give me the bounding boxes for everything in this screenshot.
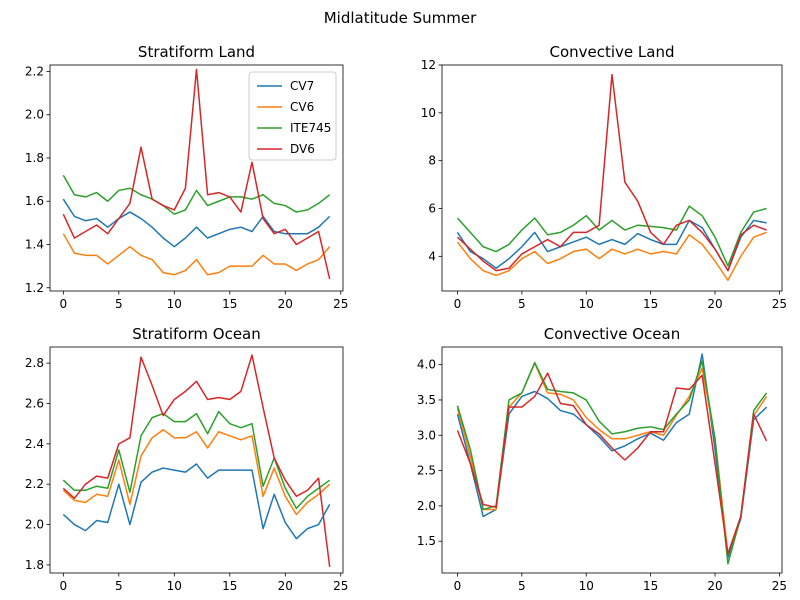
series-line-ite745 xyxy=(456,360,768,565)
y-tick-label: 6 xyxy=(428,201,436,215)
y-tick-label: 12 xyxy=(421,58,436,72)
y-tick-label: 1.8 xyxy=(25,151,44,165)
y-tick-label: 2.8 xyxy=(25,356,44,370)
y-tick-label: 2.0 xyxy=(25,518,44,532)
legend-item-ite745: ITE745 xyxy=(257,121,331,135)
series-line-ite745 xyxy=(456,205,767,267)
x-tick-label: 0 xyxy=(59,579,67,593)
series-line-dv6 xyxy=(62,354,331,568)
legend-item-cv7: CV7 xyxy=(257,79,314,93)
y-tick-label: 10 xyxy=(421,106,436,120)
y-tick-label: 4.0 xyxy=(417,358,436,372)
series-line-ite745 xyxy=(62,174,331,215)
y-tick-label: 1.4 xyxy=(25,238,44,252)
legend: CV7 CV6 ITE745 DV6 xyxy=(248,71,337,161)
x-tick-label: 5 xyxy=(518,297,526,311)
chart-convective-land: Convective Land 0 5 10 15 20 25 4 6 8 10 12 xyxy=(421,43,787,311)
y-tick-label: 4 xyxy=(428,249,436,263)
y-tick-label: 2.5 xyxy=(417,464,436,478)
y-tick-label: 2.6 xyxy=(25,397,44,411)
x-tick-label: 25 xyxy=(772,297,787,311)
y-tick-label: 2.0 xyxy=(25,108,44,122)
x-tick-label: 10 xyxy=(167,579,182,593)
x-tick-label: 5 xyxy=(115,579,123,593)
x-tick-label: 20 xyxy=(278,297,293,311)
chart-title: Stratiform Ocean xyxy=(132,325,261,343)
x-tick-label: 0 xyxy=(59,297,67,311)
series-line-ite745 xyxy=(62,410,331,510)
chart-convective-ocean: Convective Ocean 0 5 10 15 20 25 1.5 2.0 2.5 3.0 3.… xyxy=(417,325,787,593)
axes-frame xyxy=(49,64,344,292)
x-tick-label: 15 xyxy=(643,579,658,593)
x-tick-label: 25 xyxy=(333,579,348,593)
series-line-cv6 xyxy=(62,428,331,516)
chart-stratiform-land: Stratiform Land 0 5 10 15 20 25 1.2 1.4 1.6 1.8 2.0… xyxy=(25,43,349,311)
x-tick-label: 25 xyxy=(772,579,787,593)
x-tick-label: 10 xyxy=(167,297,182,311)
x-tick-label: 20 xyxy=(707,297,722,311)
axes-frame xyxy=(49,346,344,574)
y-tick-label: 3.0 xyxy=(417,428,436,442)
series-line-dv6 xyxy=(456,372,768,555)
x-tick-label: 20 xyxy=(707,579,722,593)
chart-title: Stratiform Land xyxy=(138,43,255,61)
x-tick-label: 5 xyxy=(518,579,526,593)
x-tick-label: 10 xyxy=(579,297,594,311)
x-tick-label: 15 xyxy=(222,579,237,593)
y-tick-label: 2.4 xyxy=(25,437,44,451)
series-line-cv6 xyxy=(62,233,331,276)
y-tick-label: 1.2 xyxy=(25,281,44,295)
x-tick-label: 0 xyxy=(454,579,462,593)
series-line-cv6 xyxy=(456,362,768,555)
legend-item-dv6: DV6 xyxy=(257,142,315,156)
y-tick-label: 2.2 xyxy=(25,477,44,491)
series-line-cv7 xyxy=(456,219,767,272)
series-line-cv7 xyxy=(456,353,768,559)
x-tick-label: 0 xyxy=(454,297,462,311)
x-tick-label: 10 xyxy=(579,579,594,593)
legend-label: DV6 xyxy=(290,142,315,156)
x-tick-label: 25 xyxy=(333,297,348,311)
series-line-dv6 xyxy=(456,73,767,272)
legend-label: ITE745 xyxy=(290,121,331,135)
series-line-cv7 xyxy=(62,463,331,540)
axes-frame xyxy=(441,346,783,574)
legend-item-cv6: CV6 xyxy=(257,100,314,114)
legend-label: CV7 xyxy=(290,79,314,93)
chart-title: Convective Ocean xyxy=(544,325,680,343)
y-tick-label: 2.0 xyxy=(417,499,436,513)
y-tick-label: 1.8 xyxy=(25,558,44,572)
y-tick-label: 8 xyxy=(428,154,436,168)
series-line-dv6 xyxy=(62,68,331,280)
y-tick-label: 3.5 xyxy=(417,393,436,407)
chart-title: Convective Land xyxy=(549,43,674,61)
y-tick-label: 2.2 xyxy=(25,64,44,78)
legend-label: CV6 xyxy=(290,100,314,114)
figure-suptitle: Midlatitude Summer xyxy=(324,9,477,27)
x-tick-label: 20 xyxy=(278,579,293,593)
legend-box xyxy=(248,71,337,161)
y-tick-label: 1.6 xyxy=(25,194,44,208)
y-tick-label: 1.5 xyxy=(417,534,436,548)
series-line-cv6 xyxy=(456,231,767,281)
series-line-cv7 xyxy=(62,198,331,248)
chart-stratiform-ocean: Stratiform Ocean 0 5 10 15 20 25 1.8 2.0 2.2 2.4 2.… xyxy=(25,325,349,593)
x-tick-label: 15 xyxy=(222,297,237,311)
x-tick-label: 5 xyxy=(115,297,123,311)
x-tick-label: 15 xyxy=(643,297,658,311)
axes-frame xyxy=(441,64,783,292)
